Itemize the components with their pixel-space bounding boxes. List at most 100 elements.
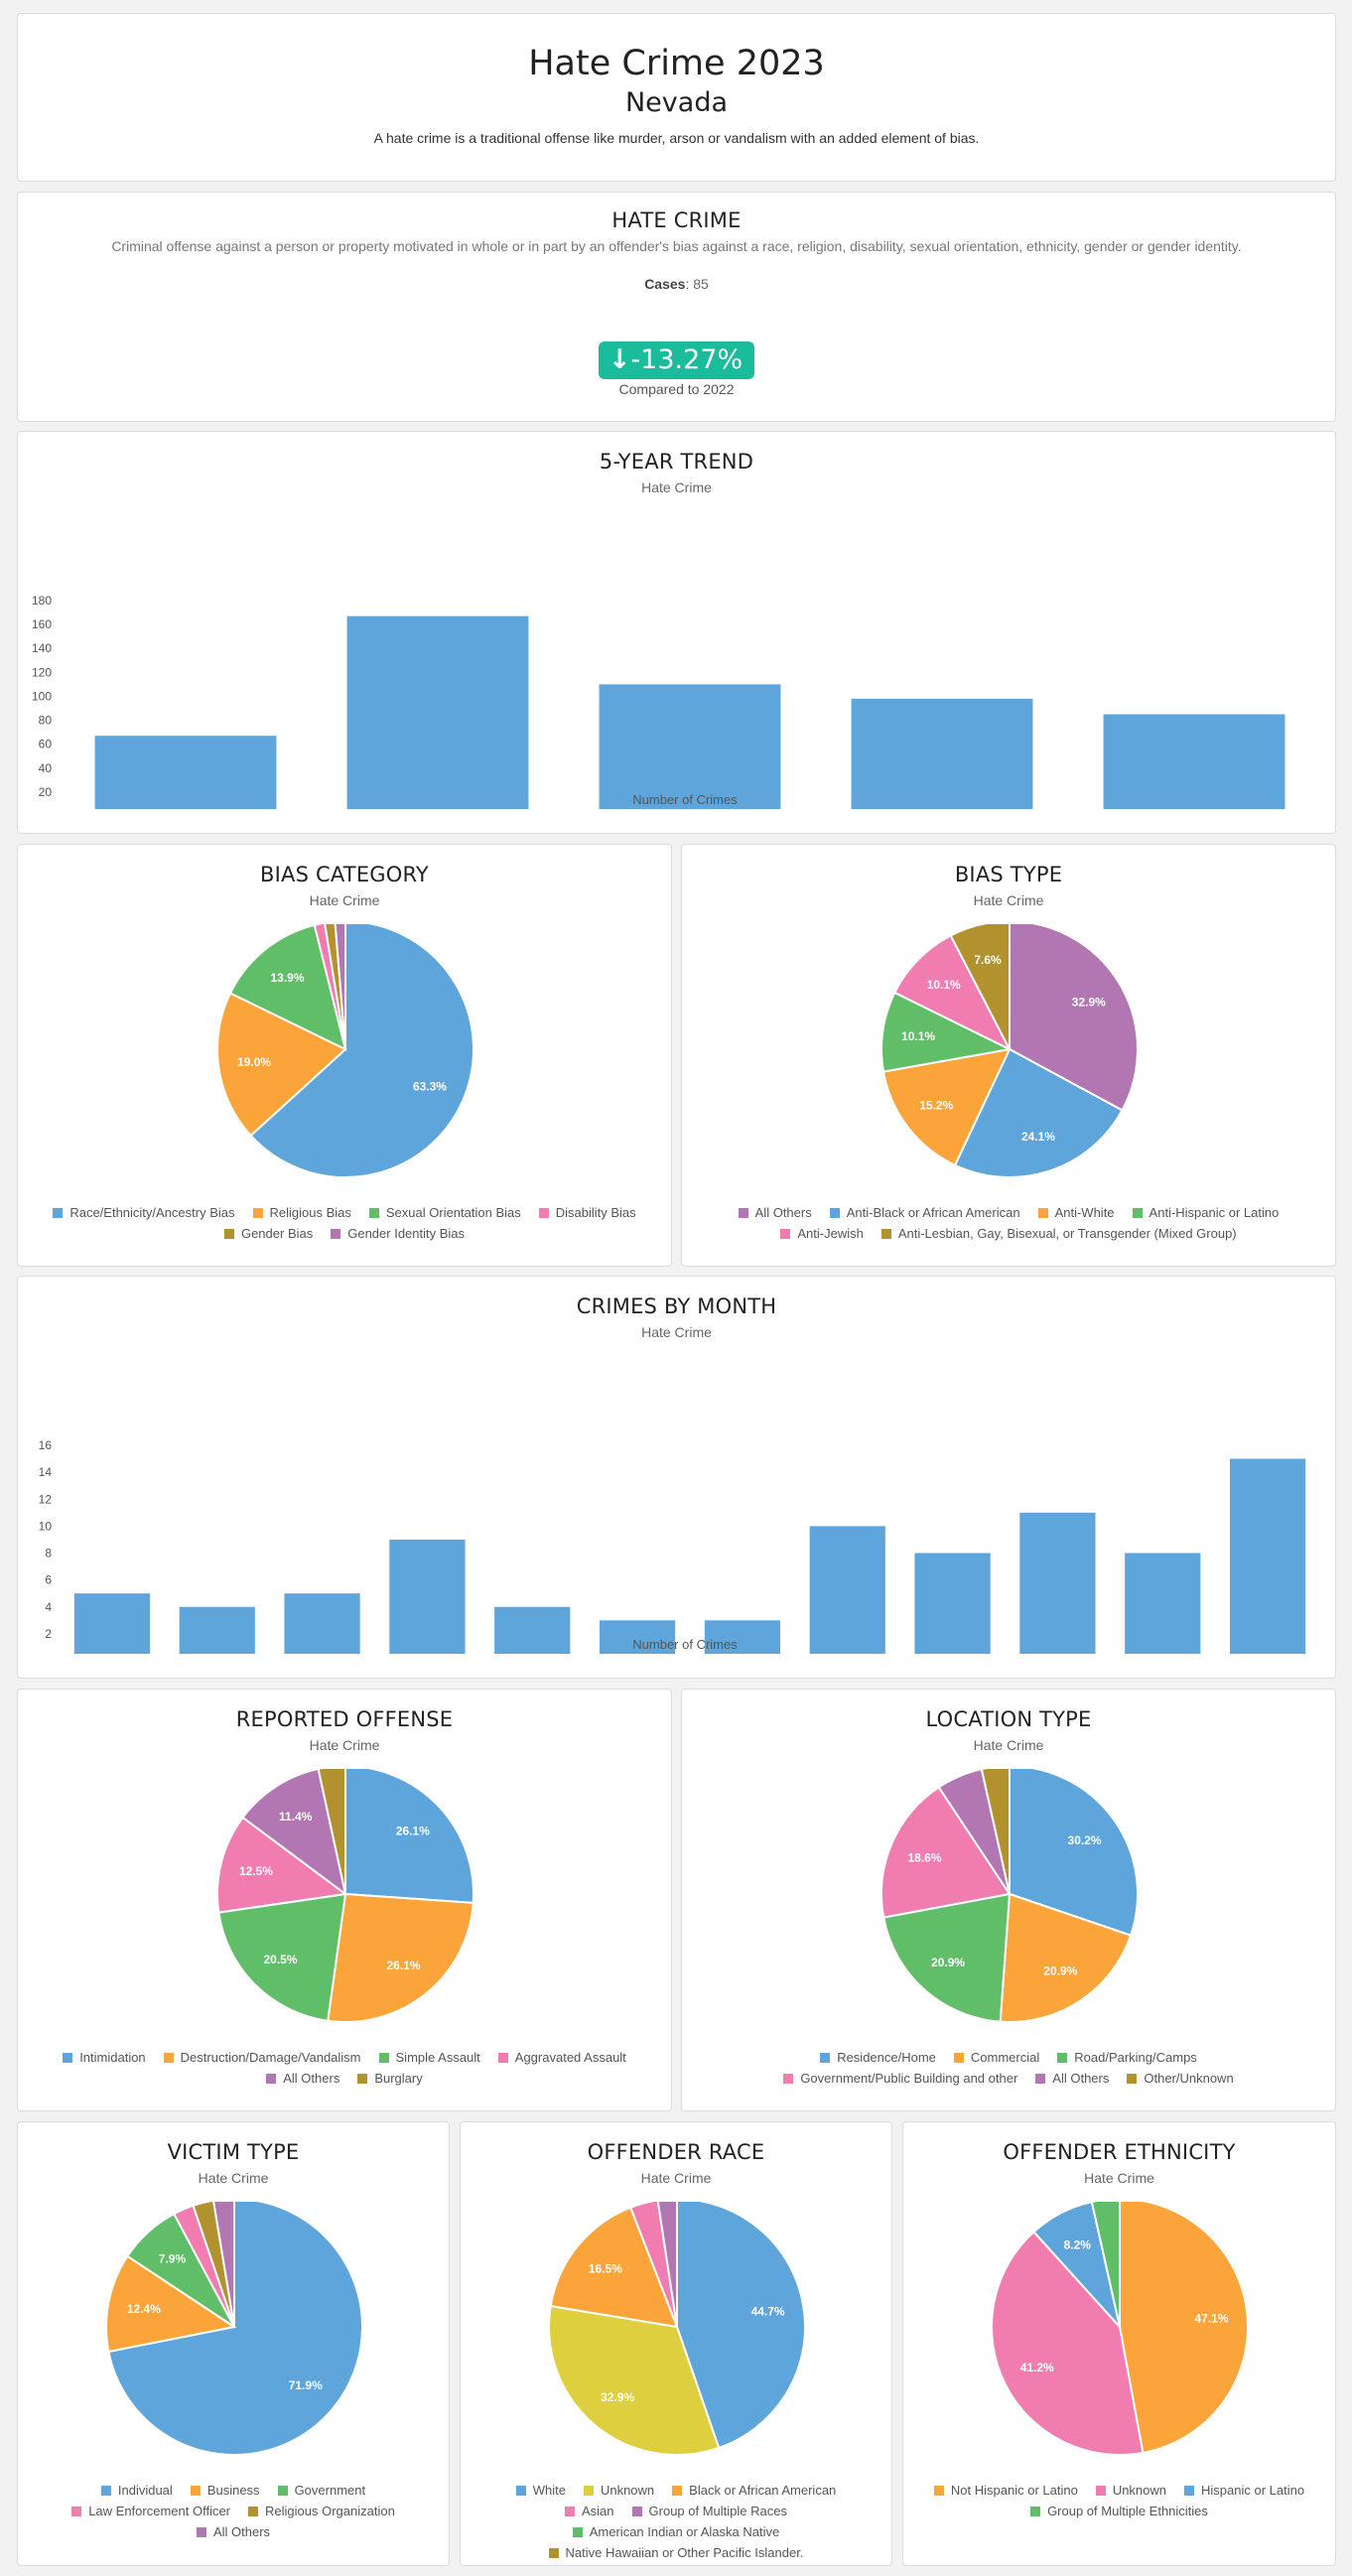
race-legend-item-group-of-multiple-races[interactable]: Group of Multiple Races	[631, 2501, 787, 2521]
slice-race-ethnicity-ancestry-bias[interactable]	[249, 924, 474, 1178]
bias_type-legend-item-anti-black-or-african-american[interactable]: Anti-Black or African American	[829, 1202, 1020, 1223]
race-legend-item-black-or-african-american[interactable]: Black or African American	[672, 2480, 836, 2501]
offense-legend-item-aggravated-assault[interactable]: Aggravated Assault	[497, 2047, 626, 2068]
slice-black-or-african-american[interactable]	[549, 2206, 679, 2329]
slice-commercial[interactable]	[999, 1892, 1133, 2023]
slice-asian[interactable]	[628, 2202, 678, 2328]
bar-2020[interactable]	[346, 615, 529, 809]
bar-nov[interactable]	[1125, 1553, 1201, 1655]
bar-may[interactable]	[494, 1606, 571, 1654]
location-legend-item-all-others[interactable]: All Others	[1035, 2068, 1109, 2089]
bar-jan[interactable]	[73, 1593, 151, 1654]
slice-road-parking-camps[interactable]	[882, 1892, 1012, 2023]
location-legend-item-road-parking-camps[interactable]: Road/Parking/Camps	[1057, 2047, 1197, 2068]
bar-dec[interactable]	[1229, 1458, 1306, 1654]
slice-simple-assault[interactable]	[217, 1892, 347, 2022]
bias_type-legend-item-all-others[interactable]: All Others	[738, 1202, 812, 1223]
race-legend-item-american-indian-or-alaska-native[interactable]: American Indian or Alaska Native	[572, 2521, 779, 2542]
slice-residence-home[interactable]	[1009, 1769, 1139, 1937]
ethnicity-legend-item-group-of-multiple-ethnicities[interactable]: Group of Multiple Ethnicities	[1030, 2501, 1208, 2521]
victim-legend-item-law-enforcement-officer[interactable]: Law Enforcement Officer	[71, 2501, 230, 2521]
bias_type-legend-item-anti-hispanic-or-latino[interactable]: Anti-Hispanic or Latino	[1132, 1202, 1279, 1223]
slice-destruction-damage-vandalism[interactable]	[327, 1892, 474, 2023]
slice-business[interactable]	[105, 2254, 237, 2354]
bar-2019[interactable]	[94, 736, 277, 809]
bar-2023[interactable]	[1103, 714, 1285, 809]
slice-other-unknown[interactable]	[980, 1769, 1011, 1895]
bias_type-legend-item-anti-white[interactable]: Anti-White	[1037, 1202, 1115, 1223]
legend-label: Individual	[117, 2483, 173, 2498]
bias_type-legend-item-anti-lesbian-gay-bisexual-or-transgender-mixed-group[interactable]: Anti-Lesbian, Gay, Bisexual, or Transgen…	[880, 1223, 1237, 1244]
location-legend-item-government-public-building-and-other[interactable]: Government/Public Building and other	[783, 2068, 1017, 2089]
legend-swatch	[783, 2074, 794, 2084]
bar-jun[interactable]	[599, 1620, 676, 1654]
location-legend-item-residence-home[interactable]: Residence/Home	[820, 2047, 936, 2068]
bias_category-legend-item-sexual-orientation-bias[interactable]: Sexual Orientation Bias	[368, 1202, 521, 1223]
victim-legend-item-religious-organization[interactable]: Religious Organization	[248, 2501, 395, 2521]
victim-legend-item-government[interactable]: Government	[277, 2480, 365, 2501]
bias_category-legend-item-gender-identity-bias[interactable]: Gender Identity Bias	[331, 1223, 465, 1244]
slice-not-hispanic-or-latino[interactable]	[1119, 2202, 1249, 2455]
race-legend-item-white[interactable]: White	[515, 2480, 566, 2501]
race-legend-item-unknown[interactable]: Unknown	[583, 2480, 654, 2501]
bar-aug[interactable]	[809, 1526, 885, 1654]
slice-group-of-multiple-races[interactable]	[656, 2202, 678, 2328]
offense-legend-item-burglary[interactable]: Burglary	[357, 2068, 423, 2089]
victim-legend-item-all-others[interactable]: All Others	[196, 2521, 270, 2542]
victim-legend-item-individual[interactable]: Individual	[100, 2480, 173, 2501]
slice-anti-white[interactable]	[881, 1047, 1012, 1167]
offense-legend-item-destruction-damage-vandalism[interactable]: Destruction/Damage/Vandalism	[163, 2047, 361, 2068]
slice-gender-identity-bias[interactable]	[334, 924, 346, 1050]
bar-sep[interactable]	[914, 1553, 991, 1655]
race-legend-item-asian[interactable]: Asian	[565, 2501, 614, 2521]
bias_category-legend-item-disability-bias[interactable]: Disability Bias	[538, 1202, 636, 1223]
legend-swatch	[515, 2486, 526, 2496]
victim-legend-item-business[interactable]: Business	[190, 2480, 260, 2501]
bar-2021[interactable]	[599, 684, 781, 809]
ethnicity-legend-item-hispanic-or-latino[interactable]: Hispanic or Latino	[1184, 2480, 1304, 2501]
slice-white[interactable]	[676, 2202, 806, 2450]
offense-legend-item-all-others[interactable]: All Others	[266, 2068, 339, 2089]
slice-sexual-orientation-bias[interactable]	[228, 924, 347, 1051]
offense-legend-item-intimidation[interactable]: Intimidation	[63, 2047, 146, 2068]
slice-anti-lesbian-gay-bisexual-or-transgender-mixed-group[interactable]	[949, 924, 1011, 1050]
bias_category-legend-item-gender-bias[interactable]: Gender Bias	[223, 1223, 313, 1244]
slice-anti-hispanic-or-latino[interactable]	[880, 991, 1014, 1073]
slice-anti-jewish[interactable]	[892, 934, 1013, 1052]
bar-apr[interactable]	[389, 1539, 466, 1654]
location-legend-item-commercial[interactable]: Commercial	[953, 2047, 1039, 2068]
ethnicity-legend-item-unknown[interactable]: Unknown	[1095, 2480, 1166, 2501]
slice-all-others[interactable]	[241, 1769, 347, 1897]
location-legend-item-other-unknown[interactable]: Other/Unknown	[1127, 2068, 1234, 2089]
slice-group-of-multiple-ethnicities[interactable]	[1090, 2202, 1121, 2328]
bar-oct[interactable]	[1019, 1512, 1096, 1654]
month-legend-item-number-of-crimes[interactable]: Number of Crimes	[615, 1634, 738, 1655]
slice-anti-black-or-african-american[interactable]	[953, 1047, 1124, 1178]
slice-burglary[interactable]	[317, 1769, 346, 1895]
bar-jul[interactable]	[704, 1620, 781, 1654]
slice-unknown[interactable]	[548, 2304, 721, 2456]
slice-aggravated-assault[interactable]	[216, 1816, 348, 1914]
bias_type-legend-item-anti-jewish[interactable]: Anti-Jewish	[780, 1223, 864, 1244]
slice-disability-bias[interactable]	[313, 924, 346, 1050]
bar-feb[interactable]	[179, 1606, 255, 1654]
bar-mar[interactable]	[284, 1593, 360, 1654]
slice-intimidation[interactable]	[344, 1769, 474, 1904]
bar-2022[interactable]	[851, 698, 1033, 809]
slice-individual[interactable]	[107, 2202, 363, 2456]
slice-all-others[interactable]	[212, 2202, 235, 2328]
slice-religious-bias[interactable]	[216, 992, 347, 1138]
slice-unknown[interactable]	[991, 2230, 1145, 2456]
trend-legend-item-number-of-crimes[interactable]: Number of Crimes	[615, 789, 738, 810]
victim-legend: Individual Business Government Law Enforcem…	[18, 2480, 449, 2542]
bias_category-legend-item-race-ethnicity-ancestry-bias[interactable]: Race/Ethnicity/Ancestry Bias	[53, 1202, 235, 1223]
slice-gender-bias[interactable]	[324, 924, 346, 1050]
slice-government-public-building-and-other[interactable]	[880, 1786, 1012, 1919]
slice-religious-organization[interactable]	[192, 2202, 235, 2328]
slice-all-others[interactable]	[1009, 924, 1139, 1112]
offense-legend-item-simple-assault[interactable]: Simple Assault	[378, 2047, 480, 2068]
ethnicity-legend-item-not-hispanic-or-latino[interactable]: Not Hispanic or Latino	[933, 2480, 1078, 2501]
slice-label: 24.1%	[1021, 1130, 1055, 1144]
race-legend-item-native-hawaiian-or-other-pacific-islander[interactable]: Native Hawaiian or Other Pacific Islande…	[548, 2542, 803, 2563]
bias_category-legend-item-religious-bias[interactable]: Religious Bias	[252, 1202, 351, 1223]
